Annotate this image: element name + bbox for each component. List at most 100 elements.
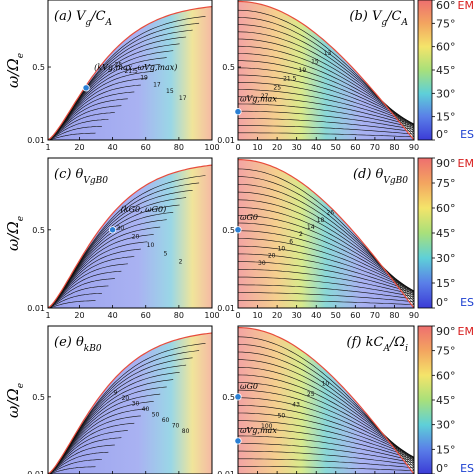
colorbar-tick-label: 30° [436, 419, 456, 432]
colorbar-tick-label: 75° [436, 345, 456, 358]
y-tick-label: 0.5 [222, 63, 235, 72]
contour-line [48, 84, 141, 140]
contour-line [48, 112, 115, 140]
y-tick-label: 0.01 [27, 304, 45, 313]
plot-area: 100 50 43 25 10 [238, 327, 414, 474]
contour-label: 30 [117, 225, 125, 232]
x-tick-label: 30 [292, 143, 302, 152]
contour-line [48, 459, 102, 474]
colorbar-tick-label: 90° [436, 325, 456, 338]
x-tick-label: 60 [141, 311, 151, 320]
contour-line [238, 230, 414, 292]
x-tick-label: 40 [311, 311, 321, 320]
contour-line [238, 420, 414, 459]
contour-label: 25 [307, 391, 315, 398]
colorbar-tick-label: 60° [436, 0, 456, 12]
contour-label: 25 [114, 61, 122, 68]
y-tick-label: 0.01 [217, 136, 235, 145]
contour-line [238, 382, 414, 459]
contour-label: 21.5 [283, 76, 297, 83]
colorbar-tick-label: 45° [436, 394, 456, 407]
contour-line [238, 96, 414, 127]
boundary-line [48, 6, 212, 140]
contour-label: 43 [292, 402, 300, 409]
panel-f: 1005043251001020304050607080900.50.01(f)… [217, 325, 415, 474]
x-tick-label: 60 [350, 143, 360, 152]
contour-label: 2 [179, 259, 183, 266]
colorbar: 90° 75° 60° 45° 30° 15° 0° EM ES [417, 157, 474, 309]
contour-label: 50 [152, 412, 160, 419]
x-tick-label: 1 [45, 143, 50, 152]
contour-line [238, 74, 414, 125]
colorbar-gradient [417, 0, 433, 141]
x-tick-label: 30 [292, 311, 302, 320]
x-tick-label: 40 [108, 143, 118, 152]
region-fill [48, 333, 212, 474]
panel-e: 9203040506070801204060801000.50.01(e) θk… [27, 325, 213, 474]
contour-line [238, 458, 414, 469]
x-tick-label: 40 [311, 143, 321, 152]
contour-label: 80 [182, 428, 190, 435]
contour-line [48, 91, 135, 140]
contour-line [238, 53, 414, 126]
colorbar-tick-label: 0° [436, 128, 449, 141]
contour-label: 14 [307, 224, 315, 231]
contour-line [48, 437, 122, 474]
marker-point [234, 226, 242, 234]
y-tick-label: 0.5 [32, 63, 45, 72]
colorbar-tick-label: 45° [436, 227, 456, 240]
x-tick-label: 50 [331, 143, 341, 152]
contour-label: 60 [162, 417, 170, 424]
panel-label: (a) Vg/CA [54, 9, 113, 28]
contour-line [238, 284, 414, 300]
panel-label: (c) θVgB0 [54, 167, 108, 186]
axes-frame [237, 0, 415, 141]
marker-point [82, 84, 90, 92]
contour-label: 70 [172, 423, 180, 430]
contour-line [238, 443, 414, 464]
contour-line [238, 292, 414, 302]
panel-label: (b) Vg/CA [349, 9, 408, 28]
x-tick-label: 80 [389, 143, 399, 152]
contour-line [238, 466, 414, 471]
x-tick-label: 90 [409, 143, 419, 152]
contour-line [238, 118, 414, 132]
contour-label: 6 [289, 238, 293, 245]
y-axis-label: ω/Ωe [4, 383, 26, 418]
x-tick-label: 10 [252, 143, 262, 152]
colorbar-tick-label: 15° [436, 277, 456, 290]
contour-line [48, 430, 128, 474]
contour-line [238, 89, 414, 126]
annotation: ωVg,max [240, 95, 277, 104]
y-tick-label: 0.5 [32, 393, 45, 402]
contour-line [48, 248, 141, 308]
panel-c: 30 20 10 5 2 1 20 40 60 80 100 0.5 0.01 (c) θVgB0 (kG0… [27, 157, 220, 320]
contour-line [48, 119, 109, 140]
contour-label: 5 [164, 250, 168, 257]
annotation: (kVg,max, ωVg,max) [94, 63, 177, 72]
colorbar-tick-label: 30° [436, 87, 456, 100]
contour-line [48, 71, 154, 140]
contour-line [48, 77, 148, 140]
boundary-line [238, 327, 414, 474]
contour-label: 20 [132, 234, 140, 241]
x-tick-label: 50 [331, 311, 341, 320]
colorbar-tick-label: 15° [436, 111, 456, 124]
x-tick-label: 20 [272, 143, 282, 152]
contour-line [238, 389, 414, 458]
contour-label: 17 [179, 95, 187, 102]
contour-label: 50 [278, 412, 286, 419]
contour-line [48, 444, 115, 474]
y-axis-label: ω/Ωe [4, 216, 26, 251]
colorbar-tick-label: 60° [436, 202, 456, 215]
contour-line [238, 125, 414, 135]
contour-line [48, 285, 109, 308]
contour-label: 21.5 [124, 68, 138, 75]
x-tick-label: 80 [389, 311, 399, 320]
x-tick-label: 70 [370, 311, 380, 320]
contour-label: 40 [142, 406, 150, 413]
colorbar-tick-label: 30° [436, 252, 456, 265]
